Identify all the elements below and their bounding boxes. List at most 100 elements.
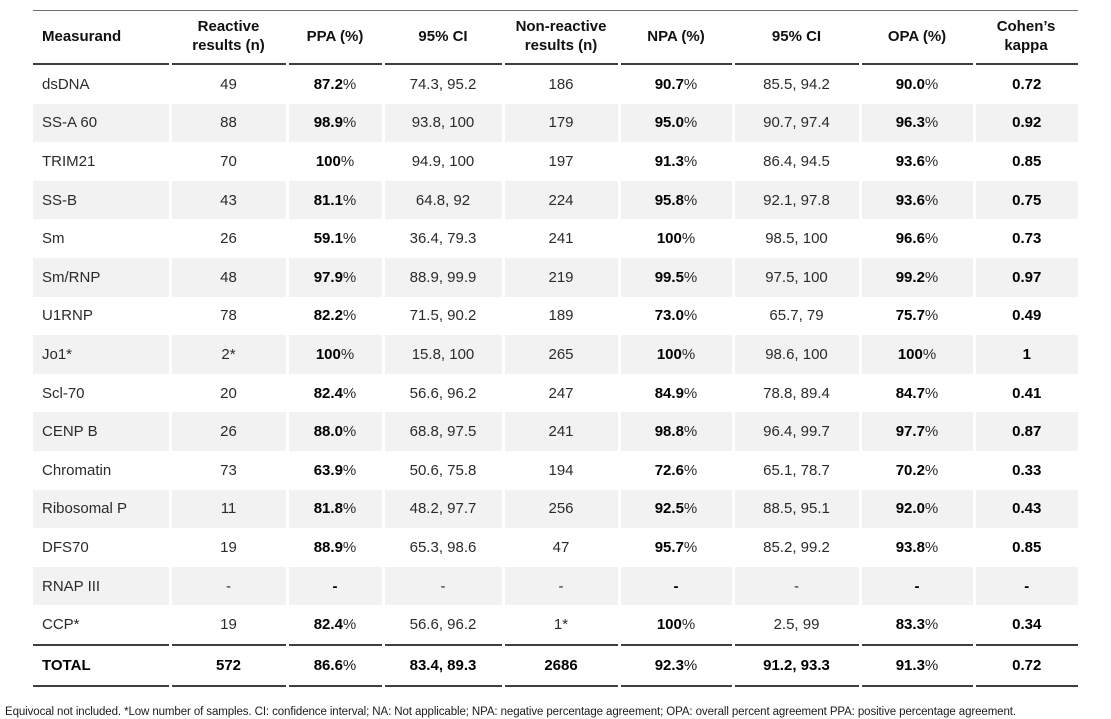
cell-pct: 88.9%	[285, 528, 383, 567]
cell-kappa: 0.41	[972, 373, 1078, 413]
percent-sign: %	[340, 152, 355, 170]
percent-sign: %	[924, 616, 939, 634]
cell-n: 247	[501, 373, 619, 413]
percent-sign: %	[924, 307, 939, 325]
percent-sign: %	[924, 114, 939, 132]
pct-value: 82.2	[313, 307, 343, 325]
cell-pct: 84.7%	[858, 373, 974, 413]
cell-n: 241	[501, 412, 619, 451]
pct-value: 91.3	[895, 656, 925, 674]
column-header-ppa-ci: 95% CI	[418, 27, 468, 45]
percent-sign: %	[683, 461, 698, 479]
table-row: Jo1* 2* 100% 15.8, 100 265 100% 98.6, 100 100% 1	[33, 335, 1078, 374]
kappa-value: 0.97	[1012, 268, 1042, 286]
cell-ci: 71.5, 90.2	[381, 296, 503, 336]
percent-sign: %	[342, 75, 357, 93]
cell-ci: 56.6, 96.2	[381, 373, 503, 413]
table-row: Sm/RNP 48 97.9% 88.9, 99.9 219 99.5% 97.5, 100…	[33, 257, 1078, 297]
cell-kappa: 0.34	[972, 605, 1078, 645]
cell-n: 19	[168, 528, 287, 567]
pct-value: 87.2	[313, 75, 343, 93]
table-row: Sm 26 59.1% 36.4, 79.3 241 100% 98.5, 100 96.6%…	[33, 219, 1078, 258]
pct-value: 82.4	[313, 384, 343, 402]
cell-pct: 93.6%	[858, 180, 974, 220]
percent-sign: %	[340, 345, 355, 363]
cell-pct: 100%	[858, 335, 974, 374]
cell-n: 70	[168, 142, 287, 181]
cell-kappa: 0.43	[972, 489, 1078, 529]
table-body: dsDNA 49 87.2% 74.3, 95.2 186 90.7% 85.5, 94.2…	[33, 64, 1078, 686]
cell-n: 19	[168, 605, 287, 645]
cell-ci: 98.5, 100	[731, 219, 860, 258]
percent-sign: %	[683, 152, 698, 170]
cell-ci: 68.8, 97.5	[381, 412, 503, 451]
cell-measurand: dsDNA	[42, 75, 90, 93]
cell-pct: 83.3%	[858, 605, 974, 645]
cell-n: 48	[168, 257, 287, 297]
percent-sign: %	[683, 656, 698, 674]
kappa-value: 0.85	[1012, 538, 1042, 556]
percent-sign: %	[342, 461, 357, 479]
kappa-value: 0.41	[1012, 384, 1042, 402]
cell-pct: 82.2%	[285, 296, 383, 336]
table-row: dsDNA 49 87.2% 74.3, 95.2 186 90.7% 85.5, 94.2…	[33, 64, 1078, 104]
percent-sign: %	[922, 345, 937, 363]
cell-pct: 91.3%	[617, 142, 733, 181]
cell-measurand: Ribosomal P	[33, 489, 170, 529]
percent-sign: %	[683, 423, 698, 441]
cell-ci: 83.4, 89.3	[381, 644, 503, 686]
cell-ci: 96.4, 99.7	[731, 412, 860, 451]
column-header-reactive-n: Reactive results (n)	[192, 18, 265, 54]
cell-n: 265	[501, 335, 619, 374]
pct-value: 99.2	[895, 268, 925, 286]
pct-value: 82.4	[313, 616, 343, 634]
cell-pct: 92.5%	[617, 489, 733, 529]
cell-pct: 100%	[617, 335, 733, 374]
kappa-value: 0.92	[1012, 114, 1042, 132]
cell-n: 26	[168, 412, 287, 451]
cell-pct: 75.7%	[858, 296, 974, 336]
cell-ci: -	[381, 566, 503, 606]
cell-pct: 93.8%	[858, 528, 974, 567]
pct-value: 98.8	[654, 423, 684, 441]
cell-pct: 98.8%	[617, 412, 733, 451]
percent-sign: %	[924, 75, 939, 93]
cell-pct: 92.0%	[858, 489, 974, 529]
percent-sign: %	[924, 384, 939, 402]
pct-value: 100	[897, 345, 923, 363]
percent-sign: %	[683, 384, 698, 402]
cell-n: 20	[168, 373, 287, 413]
pct-value: 59.1	[313, 230, 343, 248]
kappa-value: 0.87	[1012, 423, 1042, 441]
pct-value: 73.0	[654, 307, 684, 325]
pct-value: 100	[656, 345, 682, 363]
percent-sign: %	[681, 345, 696, 363]
pct-value: 97.9	[313, 268, 343, 286]
cell-pct: 96.3%	[858, 103, 974, 143]
cell-ci: 85.2, 99.2	[731, 528, 860, 567]
percent-sign: %	[683, 500, 698, 518]
pct-value: 93.6	[895, 152, 925, 170]
pct-value: 100	[315, 345, 341, 363]
table-row: CCP* 19 82.4% 56.6, 96.2 1* 100% 2.5, 99 83.3% 0…	[33, 605, 1078, 645]
kappa-value: 0.73	[1012, 230, 1042, 248]
kappa-value: 0.72	[1012, 656, 1042, 674]
percent-sign: %	[924, 230, 939, 248]
cell-pct: 88.0%	[285, 412, 383, 451]
cell-ci: 97.5, 100	[731, 257, 860, 297]
cell-ci: 90.7, 97.4	[731, 103, 860, 143]
cell-ci: 91.2, 93.3	[731, 644, 860, 686]
cell-ci: 15.8, 100	[381, 335, 503, 374]
cell-measurand: Sm/RNP	[33, 257, 170, 297]
cell-pct: 63.9%	[285, 450, 383, 490]
pct-value: 95.7	[654, 538, 684, 556]
cell-ci: 92.1, 97.8	[731, 180, 860, 220]
column-header-measurand: Measurand	[42, 27, 122, 45]
pct-value: 93.6	[895, 191, 925, 209]
percent-sign: %	[924, 268, 939, 286]
percent-sign: %	[683, 268, 698, 286]
pct-value: 97.7	[895, 423, 925, 441]
pct-value: 90.7	[654, 75, 684, 93]
percent-sign: %	[683, 191, 698, 209]
cell-kappa: 0.49	[972, 296, 1078, 336]
